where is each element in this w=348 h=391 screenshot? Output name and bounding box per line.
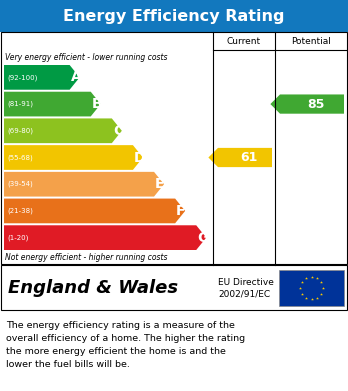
Text: The energy efficiency rating is a measure of the
overall efficiency of a home. T: The energy efficiency rating is a measur… bbox=[6, 321, 245, 369]
Polygon shape bbox=[4, 199, 185, 223]
Bar bbox=[1, 32, 347, 264]
Text: Current: Current bbox=[227, 36, 261, 45]
Text: F: F bbox=[176, 204, 185, 218]
Text: Not energy efficient - higher running costs: Not energy efficient - higher running co… bbox=[5, 253, 167, 262]
Polygon shape bbox=[270, 95, 344, 114]
Text: A: A bbox=[71, 70, 81, 84]
Text: Very energy efficient - lower running costs: Very energy efficient - lower running co… bbox=[5, 52, 167, 61]
Text: 85: 85 bbox=[307, 98, 325, 111]
Polygon shape bbox=[4, 92, 101, 117]
Polygon shape bbox=[4, 172, 164, 197]
Text: (21-38): (21-38) bbox=[7, 208, 33, 214]
Bar bbox=[279, 270, 344, 306]
Bar bbox=[1, 265, 347, 310]
Text: Energy Efficiency Rating: Energy Efficiency Rating bbox=[63, 9, 285, 23]
Text: (1-20): (1-20) bbox=[7, 234, 29, 241]
Polygon shape bbox=[208, 148, 272, 167]
Polygon shape bbox=[4, 145, 143, 170]
Text: England & Wales: England & Wales bbox=[8, 279, 178, 297]
Text: C: C bbox=[113, 124, 123, 138]
Text: (69-80): (69-80) bbox=[7, 127, 33, 134]
Bar bbox=[0, 0, 348, 32]
Text: Potential: Potential bbox=[292, 36, 331, 45]
Text: G: G bbox=[197, 231, 208, 245]
Text: (81-91): (81-91) bbox=[7, 101, 33, 107]
Polygon shape bbox=[4, 65, 80, 90]
Polygon shape bbox=[4, 225, 206, 250]
Text: D: D bbox=[134, 151, 145, 165]
Text: E: E bbox=[155, 177, 165, 191]
Text: 61: 61 bbox=[240, 151, 258, 164]
Text: (55-68): (55-68) bbox=[7, 154, 33, 161]
Text: (92-100): (92-100) bbox=[7, 74, 37, 81]
Text: B: B bbox=[92, 97, 102, 111]
Text: (39-54): (39-54) bbox=[7, 181, 33, 187]
Polygon shape bbox=[4, 118, 122, 143]
Text: EU Directive
2002/91/EC: EU Directive 2002/91/EC bbox=[218, 278, 274, 298]
